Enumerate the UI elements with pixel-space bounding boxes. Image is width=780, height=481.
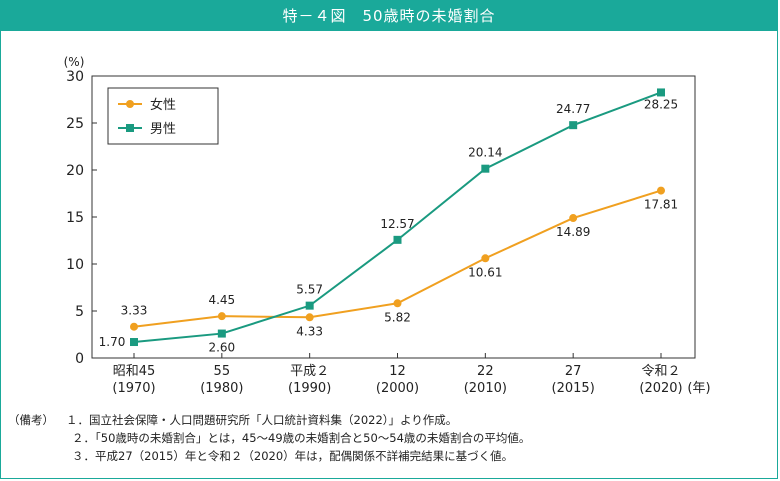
- x-tick-label-year: (1970): [112, 381, 155, 396]
- figure-title: 特－４図 50歳時の未婚割合: [1, 1, 777, 31]
- x-tick-label-year: (2015): [552, 381, 595, 396]
- data-point: [393, 299, 402, 308]
- data-point: [569, 121, 578, 130]
- x-tick-label-year: (1990): [288, 381, 331, 396]
- data-point: [217, 312, 226, 321]
- y-axis-unit-label: (%): [64, 55, 85, 69]
- data-label: 10.61: [468, 265, 502, 279]
- note-line-1: （備考） １．国立社会保障・人口問題研究所「人口統計資料集（2022）」より作成。: [8, 411, 530, 429]
- note-line-2: ２．「50歳時の未婚割合」とは，45～49歳の未婚割合と50～54歳の未婚割合の…: [8, 429, 530, 447]
- note-line-3: ３．平成27（2015）年と令和２（2020）年は，配偶関係不詳補完結果に基づく…: [8, 447, 530, 465]
- data-label: 1.70: [99, 335, 126, 349]
- x-tick-label-year: (2020): [639, 381, 682, 396]
- x-tick-label-year: (2000): [376, 381, 419, 396]
- data-point: [657, 186, 665, 195]
- data-label: 5.82: [384, 310, 411, 324]
- y-tick-label: 30: [66, 69, 84, 85]
- data-point: [305, 313, 314, 322]
- data-label: 12.57: [380, 217, 414, 231]
- notes-label: （備考）: [8, 413, 54, 427]
- x-tick-label: 27: [565, 364, 582, 379]
- x-tick-label: 22: [477, 364, 494, 379]
- line-chart: 0 5 10 15 20 25 30(%) 昭和45 (1970) 55 (1980) 平成２ (199…: [64, 55, 711, 396]
- data-label: 4.33: [296, 324, 323, 338]
- x-tick-label: 55: [214, 364, 231, 379]
- data-point: [657, 88, 665, 97]
- x-tick-label: 令和２: [641, 364, 680, 379]
- data-point: [130, 338, 138, 347]
- data-label: 20.14: [468, 146, 502, 160]
- data-point: [481, 254, 490, 263]
- note-text-2: ２．「50歳時の未婚割合」とは，45～49歳の未婚割合と50～54歳の未婚割合の…: [72, 431, 531, 445]
- data-point: [569, 214, 578, 223]
- data-label: 28.25: [644, 97, 678, 111]
- y-tick-label: 20: [66, 163, 84, 179]
- note-text-1: １．国立社会保障・人口問題研究所「人口統計資料集（2022）」より作成。: [66, 413, 458, 427]
- notes: （備考） １．国立社会保障・人口問題研究所「人口統計資料集（2022）」より作成。…: [8, 411, 530, 465]
- x-tick-label-year: (1980): [200, 381, 243, 396]
- data-label: 2.60: [208, 341, 235, 355]
- y-tick-label: 5: [75, 304, 84, 320]
- data-label: 5.57: [296, 283, 323, 297]
- x-axis-unit-label: (年): [687, 381, 710, 396]
- x-tick-label: 12: [389, 364, 406, 379]
- data-point: [305, 301, 314, 310]
- data-point: [393, 235, 402, 244]
- y-tick-label: 25: [66, 116, 84, 132]
- legend-box: [107, 87, 219, 145]
- data-label: 24.77: [556, 102, 590, 116]
- y-tick-label: 0: [75, 351, 84, 367]
- x-tick-label: 昭和45: [113, 364, 156, 379]
- data-label: 4.45: [208, 293, 235, 307]
- note-text-3: ３．平成27（2015）年と令和２（2020）年は，配偶関係不詳補完結果に基づく…: [72, 449, 514, 463]
- data-point: [481, 164, 490, 173]
- legend-marker: [126, 100, 134, 108]
- legend-marker: [126, 124, 134, 132]
- data-point: [130, 322, 138, 331]
- y-tick-label: 10: [66, 257, 84, 273]
- x-tick-label: 平成２: [290, 364, 329, 379]
- data-label: 17.81: [644, 198, 678, 212]
- y-tick-label: 15: [66, 210, 84, 226]
- data-label: 14.89: [556, 225, 590, 239]
- data-label: 3.33: [121, 304, 148, 318]
- legend-label: 男性: [150, 122, 176, 137]
- x-tick-label-year: (2010): [464, 381, 507, 396]
- data-point: [217, 329, 226, 338]
- legend-label: 女性: [150, 97, 176, 113]
